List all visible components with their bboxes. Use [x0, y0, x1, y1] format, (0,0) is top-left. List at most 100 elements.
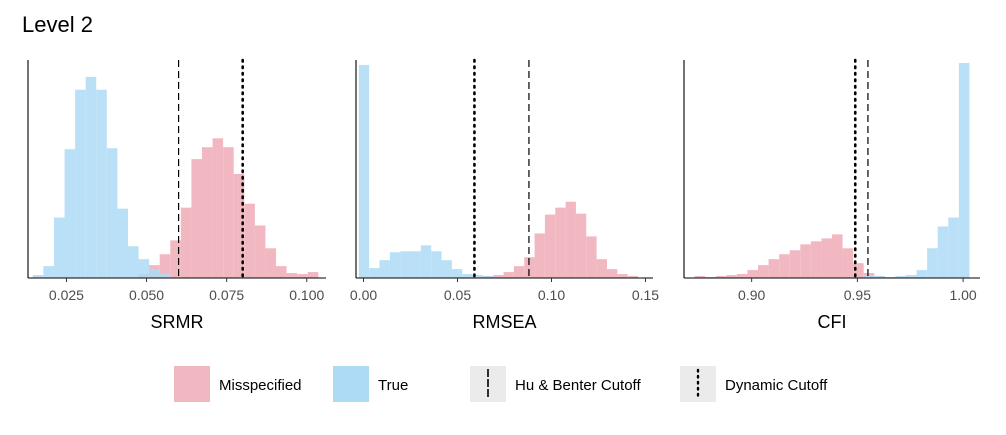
- panel-srmr: 0.025 0.050 0.075 0.100 SRMR: [27, 58, 326, 332]
- bar-true-srmr: [159, 274, 171, 278]
- bar-true-srmr: [43, 266, 54, 278]
- legend-label: Dynamic Cutoff: [725, 377, 828, 394]
- bar-true-rmsea: [358, 64, 370, 278]
- bar-true-cfi: [895, 276, 906, 278]
- bar-true-rmsea: [462, 274, 473, 278]
- bar-misspecified-srmr: [265, 248, 277, 278]
- bar-true-rmsea: [431, 251, 442, 278]
- bar-true-cfi: [906, 275, 917, 278]
- bar-misspecified-srmr: [254, 225, 266, 278]
- x-tick-label: 0.075: [209, 287, 244, 303]
- legend-item-true: True: [333, 366, 408, 402]
- bar-misspecified-cfi: [842, 248, 854, 278]
- legend-item-dynamic-cutoff: Dynamic Cutoff: [680, 366, 828, 402]
- bar-misspecified-rmsea: [555, 207, 566, 278]
- bar-misspecified-cfi: [821, 238, 832, 278]
- bar-true-srmr: [138, 259, 150, 278]
- bar-true-srmr: [75, 89, 86, 278]
- bar-true-rmsea: [389, 252, 401, 278]
- bar-misspecified-rmsea: [606, 269, 618, 278]
- bar-misspecified-srmr: [276, 266, 287, 278]
- bar-true-rmsea: [410, 251, 421, 278]
- legend-item-misspecified: Misspecified: [174, 366, 302, 402]
- x-tick-label: 0.90: [738, 287, 765, 303]
- bar-misspecified-cfi: [789, 250, 801, 278]
- bar-true-rmsea: [420, 245, 432, 278]
- bar-true-cfi: [927, 248, 938, 278]
- bar-misspecified-rmsea: [617, 274, 628, 278]
- bar-true-srmr: [85, 76, 97, 278]
- bar-misspecified-rmsea: [513, 266, 525, 278]
- bar-misspecified-srmr: [286, 273, 298, 278]
- bar-misspecified-srmr: [191, 159, 202, 278]
- x-tick-label: 0.05: [444, 287, 471, 303]
- bar-true-rmsea: [379, 260, 390, 278]
- bar-misspecified-rmsea: [534, 233, 545, 278]
- x-tick-label: 0.100: [289, 287, 324, 303]
- bar-misspecified-cfi: [768, 259, 780, 278]
- bar-true-srmr: [106, 148, 118, 278]
- bar-misspecified-rmsea: [524, 257, 535, 278]
- x-tick-label: 0.95: [844, 287, 871, 303]
- bar-true-srmr: [149, 269, 160, 278]
- bar-misspecified-srmr: [170, 240, 181, 278]
- legend-label: True: [378, 377, 408, 394]
- bar-true-srmr: [64, 149, 76, 278]
- x-axis-title: RMSEA: [472, 312, 536, 332]
- bar-true-srmr: [53, 217, 65, 278]
- x-tick-label: 0.00: [350, 287, 377, 303]
- bar-misspecified-rmsea: [565, 201, 576, 278]
- bar-misspecified-srmr: [244, 203, 255, 278]
- bar-true-cfi: [863, 275, 875, 278]
- bar-misspecified-srmr: [180, 207, 192, 278]
- bar-misspecified-rmsea: [493, 275, 504, 278]
- bar-true-rmsea: [472, 275, 483, 278]
- page-title: Level 2: [22, 12, 93, 37]
- bar-misspecified-cfi: [736, 274, 748, 278]
- bar-misspecified-srmr: [212, 138, 224, 278]
- bar-misspecified-srmr: [201, 147, 213, 278]
- bar-misspecified-rmsea: [586, 236, 597, 278]
- bar-misspecified-cfi: [832, 234, 843, 278]
- bar-misspecified-srmr: [233, 173, 245, 278]
- x-tick-label: 0.050: [129, 287, 164, 303]
- bar-misspecified-cfi: [715, 276, 727, 278]
- x-tick-label: 0.10: [538, 287, 565, 303]
- panel-rmsea: 0.00 0.05 0.10 0.15 RMSEA: [350, 58, 659, 332]
- bar-true-srmr: [127, 246, 139, 278]
- legend-label: Hu & Benter Cutoff: [515, 377, 641, 394]
- bar-true-cfi: [916, 270, 928, 278]
- x-tick-label: 0.025: [49, 287, 84, 303]
- bar-misspecified-srmr: [307, 272, 319, 278]
- legend-swatch: [174, 366, 210, 402]
- legend: Misspecified True Hu & Benter Cutoff Dynami…: [174, 366, 828, 402]
- bar-true-rmsea: [369, 268, 380, 278]
- bar-true-cfi: [937, 226, 949, 278]
- bar-misspecified-cfi: [694, 276, 706, 278]
- bar-misspecified-srmr: [297, 274, 308, 278]
- bar-misspecified-rmsea: [503, 272, 514, 278]
- bar-misspecified-cfi: [758, 265, 769, 278]
- bar-misspecified-srmr: [159, 254, 171, 278]
- x-axis-title: SRMR: [151, 312, 204, 332]
- bar-misspecified-srmr: [223, 147, 234, 278]
- x-tick-label: 0.15: [632, 287, 659, 303]
- bar-misspecified-rmsea: [627, 276, 638, 278]
- bar-true-srmr: [96, 89, 107, 278]
- bar-true-rmsea: [482, 276, 494, 278]
- bar-misspecified-cfi: [853, 263, 864, 278]
- legend-label: Misspecified: [219, 377, 302, 394]
- bar-misspecified-cfi: [810, 241, 822, 278]
- bar-true-rmsea: [451, 269, 463, 278]
- bar-misspecified-cfi: [726, 275, 737, 278]
- bar-misspecified-rmsea: [575, 213, 587, 278]
- bar-misspecified-rmsea: [544, 214, 556, 278]
- bar-misspecified-rmsea: [596, 259, 607, 278]
- bar-true-srmr: [32, 275, 44, 278]
- bar-true-cfi: [958, 62, 970, 278]
- bar-true-cfi: [874, 276, 885, 278]
- bar-true-rmsea: [441, 260, 452, 278]
- panel-cfi: 0.90 0.95 1.00 CFI: [683, 58, 980, 332]
- bar-misspecified-cfi: [800, 244, 811, 278]
